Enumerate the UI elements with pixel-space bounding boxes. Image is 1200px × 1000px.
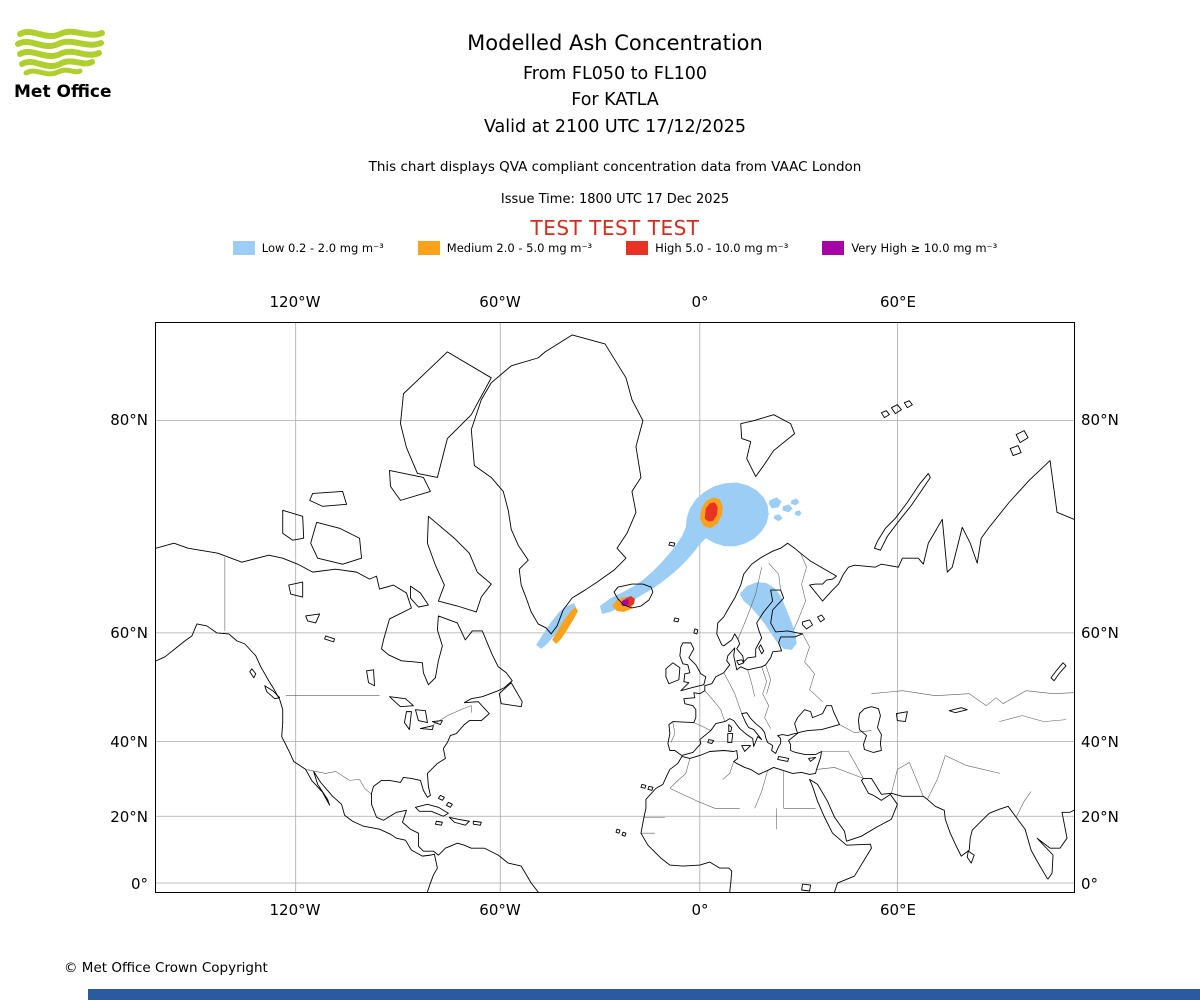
page-title: Modelled Ash Concentration: [467, 31, 763, 55]
legend-item-very-high: Very High ≥ 10.0 mg m⁻³: [822, 241, 997, 255]
legend-item-high: High 5.0 - 10.0 mg m⁻³: [626, 241, 788, 255]
lon-tick-bottom-0: 0°: [691, 901, 709, 919]
ash-plume-low: [536, 482, 802, 650]
lat-tick-left-0: 0°: [130, 875, 148, 893]
legend-swatch-low: [232, 241, 255, 255]
lon-tick-top-60w: 60°W: [479, 293, 521, 311]
lat-tick-left-40n: 40°N: [110, 733, 148, 751]
legend-swatch-very-high: [822, 241, 845, 255]
lon-tick-bottom-60w: 60°W: [479, 901, 521, 919]
issue-time: Issue Time: 1800 UTC 17 Dec 2025: [500, 192, 730, 207]
lat-tick-right-60n: 60°N: [1081, 624, 1119, 642]
lon-tick-bottom-120w: 120°W: [269, 901, 321, 919]
legend-label-very-high: Very High ≥ 10.0 mg m⁻³: [851, 241, 998, 255]
legend-swatch-high: [626, 241, 649, 255]
legend-item-medium: Medium 2.0 - 5.0 mg m⁻³: [417, 241, 593, 255]
met-office-logo: [15, 28, 105, 77]
lat-tick-right-40n: 40°N: [1081, 733, 1119, 751]
lon-tick-bottom-60e: 60°E: [879, 901, 917, 919]
legend-label-low: Low 0.2 - 2.0 mg m⁻³: [261, 241, 384, 255]
subtitle-volcano: For KATLA: [571, 90, 659, 110]
gridlines: [156, 323, 1074, 892]
compliance-note: This chart displays QVA compliant concen…: [368, 159, 862, 175]
map-panel: [155, 322, 1075, 893]
legend-swatch-medium: [417, 241, 440, 255]
world-map-svg: [156, 323, 1074, 892]
lon-tick-top-0: 0°: [691, 293, 709, 311]
lon-tick-top-60e: 60°E: [879, 293, 917, 311]
subtitle-flight-levels: From FL050 to FL100: [522, 64, 708, 84]
legend-label-high: High 5.0 - 10.0 mg m⁻³: [655, 241, 789, 255]
lat-tick-right-0: 0°: [1081, 875, 1099, 893]
bottom-bar: [88, 989, 1200, 1000]
lon-tick-top-120w: 120°W: [269, 293, 321, 311]
met-office-brand: Met Office: [14, 82, 112, 102]
legend: Low 0.2 - 2.0 mg m⁻³ Medium 2.0 - 5.0 mg…: [0, 241, 1200, 255]
lat-tick-left-80n: 80°N: [110, 411, 148, 429]
copyright-note: © Met Office Crown Copyright: [64, 960, 268, 976]
legend-label-medium: Medium 2.0 - 5.0 mg m⁻³: [446, 241, 593, 255]
lat-tick-left-60n: 60°N: [110, 624, 148, 642]
legend-item-low: Low 0.2 - 2.0 mg m⁻³: [232, 241, 384, 255]
lat-tick-right-20n: 20°N: [1081, 808, 1119, 826]
country-borders: [224, 553, 1074, 834]
lat-tick-right-80n: 80°N: [1081, 411, 1119, 429]
subtitle-valid-time: Valid at 2100 UTC 17/12/2025: [483, 117, 747, 137]
lat-tick-left-20n: 20°N: [110, 808, 148, 826]
test-banner: TEST TEST TEST: [530, 216, 700, 240]
coastlines: [156, 334, 1074, 892]
